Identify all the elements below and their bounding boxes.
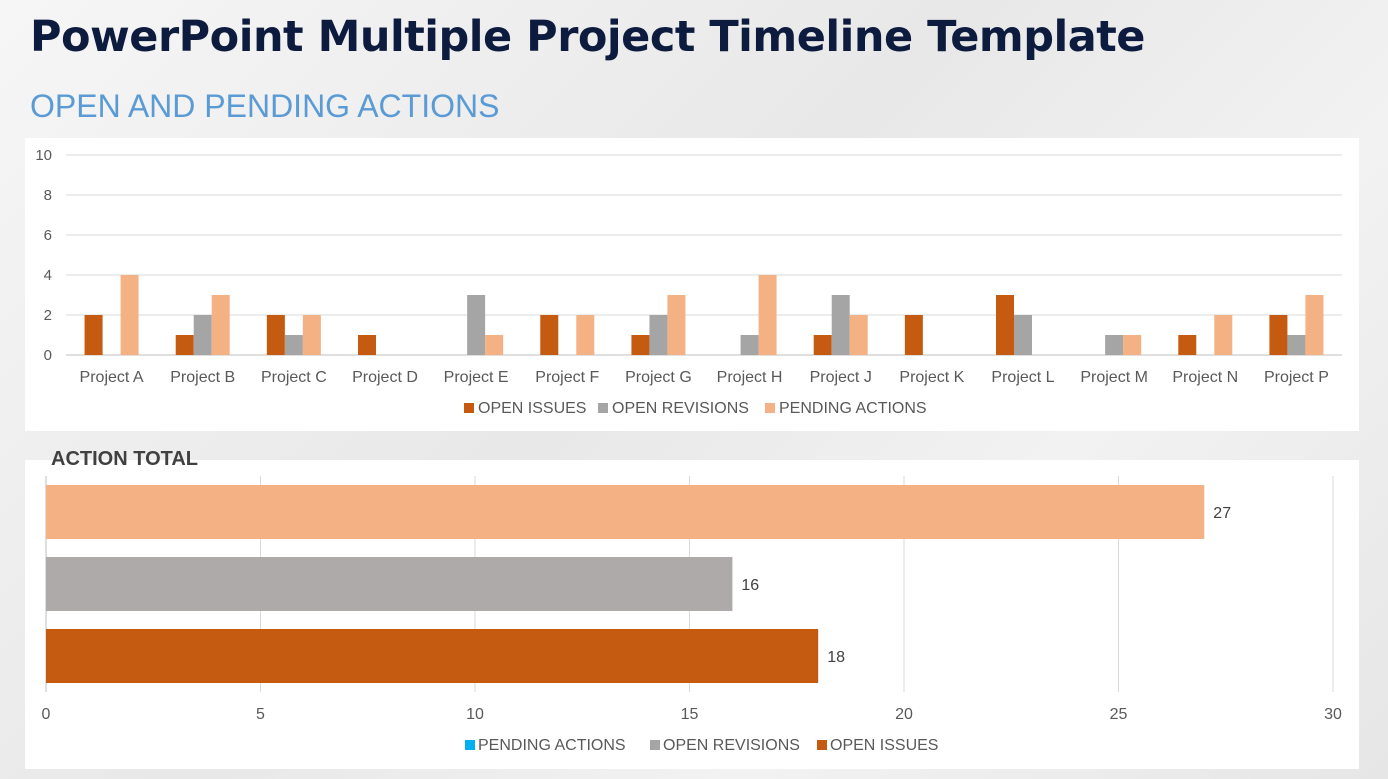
action-total-chart: 0 5 10 15 20 25 30 27 16 18 PENDING ACTIONS OPEN RE… [42, 476, 1342, 754]
legend-label-pending-actions: PENDING ACTIONS [478, 737, 626, 754]
bar-open-revisions-project-h [740, 335, 759, 355]
legend-label-pending-actions: PENDING ACTIONS [779, 400, 927, 417]
page-title: PowerPoint Multiple Project Timeline Tem… [30, 12, 1145, 62]
x-tick-label: 30 [1324, 706, 1342, 723]
data-label-pending-actions: 27 [1213, 505, 1231, 522]
x-tick-label: Project N [1172, 369, 1238, 386]
x-tick-label: 20 [895, 706, 913, 723]
action-total-title: ACTION TOTAL [51, 448, 199, 470]
x-tick-label: Project G [625, 369, 692, 386]
legend-swatch-pending-actions [465, 740, 475, 750]
legend-label-open-revisions: OPEN REVISIONS [663, 737, 800, 754]
x-tick-label: 0 [42, 706, 51, 723]
x-tick-label: Project C [261, 369, 327, 386]
x-tick-label: 10 [466, 706, 484, 723]
x-tick-label: Project K [899, 369, 964, 386]
bar-pending-actions [46, 485, 1205, 539]
bar-pending-actions-project-c [302, 315, 321, 355]
page-subtitle: OPEN AND PENDING ACTIONS [30, 88, 500, 124]
legend-swatch-open-issues [464, 403, 474, 413]
x-tick-label: Project A [80, 369, 144, 386]
bar-open-issues-project-f [540, 315, 559, 355]
bar-pending-actions-project-e [485, 335, 504, 355]
bar-open-revisions-project-j [831, 295, 850, 355]
bar-open-issues-project-a [84, 315, 103, 355]
y-tick-label: 0 [44, 347, 52, 364]
bar-open-revisions-project-b [193, 315, 212, 355]
x-tick-label: Project P [1264, 369, 1329, 386]
bar-open-issues-project-l [996, 295, 1014, 355]
x-tick-label: Project J [810, 369, 872, 386]
bar-open-issues-project-d [358, 335, 376, 355]
bar-open-issues-project-c [266, 315, 285, 355]
bar-open-issues-project-n [1178, 335, 1197, 355]
x-tick-label: Project H [717, 369, 783, 386]
bar-open-revisions-project-g [649, 315, 668, 355]
column-chart-panel [25, 138, 1359, 431]
bar-pending-actions-project-b [211, 295, 230, 355]
x-tick-label: Project L [991, 369, 1054, 386]
bar-pending-actions-project-n [1214, 315, 1233, 355]
bar-pending-actions-project-p [1305, 295, 1324, 355]
y-tick-label: 2 [44, 307, 52, 324]
y-tick-label: 10 [35, 147, 52, 164]
bar-open-revisions-project-e [467, 295, 486, 355]
x-tick-label: Project D [352, 369, 418, 386]
data-label-open-revisions: 16 [741, 577, 759, 594]
bar-open-issues-project-k [904, 315, 923, 355]
x-tick-label: Project M [1080, 369, 1148, 386]
x-tick-label: 5 [256, 706, 265, 723]
legend-swatch-open-issues [817, 740, 827, 750]
bar-open-revisions [46, 557, 733, 611]
x-tick-label: Project F [535, 369, 599, 386]
y-tick-label: 8 [44, 187, 52, 204]
legend-swatch-pending-actions [765, 403, 775, 413]
bar-open-issues-project-p [1269, 315, 1288, 355]
y-tick-label: 6 [44, 227, 52, 244]
x-tick-label: Project E [444, 369, 509, 386]
bar-open-issues-project-g [631, 335, 650, 355]
x-tick-label: Project B [170, 369, 235, 386]
legend-swatch-open-revisions [650, 740, 660, 750]
x-tick-label: 25 [1110, 706, 1128, 723]
legend-label-open-revisions: OPEN REVISIONS [612, 400, 749, 417]
legend-label-open-issues: OPEN ISSUES [478, 400, 586, 417]
bar-open-revisions-project-p [1287, 335, 1306, 355]
bar-pending-actions-project-f [576, 315, 595, 355]
bar-pending-actions-project-m [1123, 335, 1142, 355]
bar-open-issues-project-b [175, 335, 194, 355]
bar-open-revisions-project-m [1105, 335, 1124, 355]
y-tick-label: 4 [44, 267, 52, 284]
bar-open-revisions-project-l [1014, 315, 1032, 355]
bar-open-issues-project-j [813, 335, 832, 355]
legend-label-open-issues: OPEN ISSUES [830, 737, 938, 754]
bar-pending-actions-project-a [120, 275, 139, 355]
bar-pending-actions-project-h [758, 275, 777, 355]
data-label-open-issues: 18 [827, 649, 845, 666]
bar-pending-actions-project-j [849, 315, 868, 355]
bar-open-issues [46, 629, 819, 683]
column-chart: 0 2 4 6 8 10 Project A Project B Project C Projec… [35, 147, 1342, 417]
x-tick-label: 15 [681, 706, 699, 723]
bar-pending-actions-project-g [667, 295, 686, 355]
legend-swatch-open-revisions [598, 403, 608, 413]
bar-open-revisions-project-c [284, 335, 303, 355]
